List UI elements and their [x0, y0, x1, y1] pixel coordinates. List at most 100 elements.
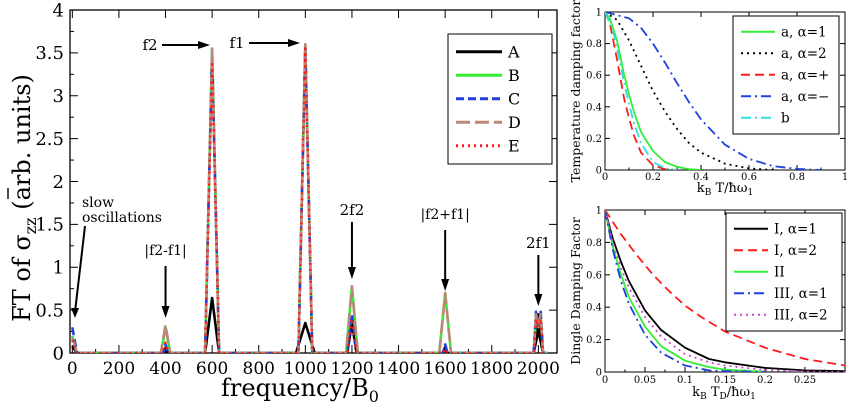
x-axis-label-part: k [697, 181, 705, 196]
y-axis-label-part: σ [8, 234, 36, 250]
series-line-5 [605, 210, 845, 372]
y-axis-label-part: zz [21, 217, 40, 234]
legend-label: b [781, 110, 790, 126]
series-line-4 [605, 210, 766, 372]
x-tick-label: 200 [103, 359, 135, 379]
annotation-2f1: 2f1 [526, 234, 551, 252]
x-tick-label: 0.2 [757, 375, 773, 386]
y-tick-label: 4 [53, 0, 64, 21]
annotation-f1: f1 [229, 34, 244, 52]
x-tick-label: 0.6 [741, 172, 757, 183]
x-tick-label: 0 [602, 375, 608, 386]
annotation-f2-plus-f1: |f2+f1| [420, 207, 469, 223]
series-line-1 [605, 12, 702, 170]
y-tick-label: 2.5 [35, 129, 64, 150]
temperature-damping-chart: 0 0.2 0.4 0.6 0.8 1 0 0.2 0.4 0.6 0.8 1 Temperature … [568, 0, 848, 198]
legend-label: A [507, 42, 520, 61]
y-tick-label: 0.2 [586, 335, 602, 346]
x-axis-label-part: T [707, 385, 720, 400]
y-tick-label: 1 [596, 206, 602, 217]
annotation-f2-minus-f1: |f2-f1| [144, 243, 186, 259]
x-tick-label: 1400 [377, 359, 420, 379]
annotation-slow: slow [82, 195, 114, 211]
legend-label: C [508, 89, 520, 108]
x-tick-label: 0 [67, 359, 78, 379]
series-line-3 [605, 210, 766, 372]
main-chart: 0 200 400 600 800 1000 1200 1400 1600 1800 2000 0 0.… [7, 0, 560, 406]
y-tick-label: 1 [53, 258, 64, 279]
y-axis-label: FT of σzz (arb. units) [8, 74, 40, 322]
x-axis-label-sub: 0 [369, 387, 379, 406]
series-group [605, 210, 845, 372]
annotation-oscillations: oscillations [82, 210, 162, 226]
y-tick-label: 0.4 [586, 303, 602, 314]
x-tick-label: 1000 [284, 359, 327, 379]
series-line-5 [605, 12, 678, 170]
y-tick-label: 3 [53, 86, 64, 107]
annotation-arrowhead-2f1 [534, 294, 543, 306]
y-tick-label: 3.5 [35, 43, 64, 64]
y-tick-label: 0 [53, 343, 64, 364]
x-axis-label-part: B [705, 188, 712, 198]
legend-label: I, α=1 [774, 221, 817, 237]
y-axis-label-part: (arb. units) [8, 74, 36, 217]
annotation-arrowhead-f2-plus-f1 [441, 279, 450, 291]
annotation-arrowhead-f2 [198, 41, 210, 49]
x-tick-label: 0.15 [714, 375, 736, 386]
x-axis-label-part: /ħω [727, 385, 750, 400]
legend-label: II [774, 264, 785, 280]
legend-label: III, α=1 [774, 286, 828, 302]
x-tick-label: 1600 [424, 359, 467, 379]
y-tick-label: 1.5 [35, 215, 64, 236]
y-tick-label: 0.5 [35, 300, 64, 321]
x-tick-label: 0.4 [693, 172, 709, 183]
x-tick-label: 0.1 [677, 375, 693, 386]
annotation-f2: f2 [142, 36, 157, 54]
x-axis-label: kB T/ħω1 [697, 181, 753, 198]
legend-label: a, α=1 [781, 24, 827, 40]
y-axis-label: Dingle Damping Factor [568, 217, 583, 365]
series-line-1 [605, 210, 845, 372]
x-axis-label-part: T/ħω [711, 181, 747, 196]
legend-label: a, α=+ [781, 67, 829, 83]
y-tick-label: 0.8 [586, 39, 602, 50]
x-tick-label: 1 [842, 172, 848, 183]
dingle-damping-chart: 0 0.05 0.1 0.15 0.2 0.25 0 0.2 0.4 0.6 0.8 1 Dingle … [568, 206, 846, 402]
x-axis-label-part: 1 [750, 392, 756, 402]
x-axis-label: kB TD/ħω1 [692, 385, 756, 402]
annotation-arrowhead-2f2 [347, 267, 356, 279]
annotation-arrowhead-slow [71, 308, 79, 318]
series-line-4 [605, 12, 822, 170]
series-line-4 [71, 43, 548, 353]
x-tick-label: 1800 [470, 359, 513, 379]
x-tick-label: 0.05 [634, 375, 656, 386]
x-tick-label: 0.8 [789, 172, 805, 183]
legend-label: B [508, 66, 520, 85]
legend-label: D [508, 113, 521, 132]
x-tick-label: 0 [602, 172, 608, 183]
y-axis-label: Temperature damping factor [568, 0, 583, 182]
y-tick-label: 2 [53, 172, 64, 193]
legend-box [732, 15, 840, 135]
series-group [71, 43, 548, 353]
x-tick-label: 600 [196, 359, 228, 379]
x-tick-label: 0.25 [794, 375, 816, 386]
y-tick-label: 0 [596, 368, 602, 379]
y-tick-label: 0.8 [586, 238, 602, 249]
x-tick-label: 800 [243, 359, 275, 379]
annotation-arrowhead-f1 [288, 39, 300, 47]
annotation-arrow-slow [74, 225, 86, 313]
y-tick-label: 0.6 [586, 270, 602, 281]
x-tick-label: 0.2 [645, 172, 661, 183]
series-group [605, 12, 822, 170]
series-line-3 [605, 12, 678, 170]
y-tick-label: 1 [596, 8, 602, 19]
series-line-2 [605, 210, 845, 367]
x-tick-label: 400 [149, 359, 181, 379]
legend-label: I, α=2 [774, 243, 817, 259]
x-axis-label-part: D [720, 392, 727, 402]
y-axis-label-part: FT of [8, 251, 36, 322]
